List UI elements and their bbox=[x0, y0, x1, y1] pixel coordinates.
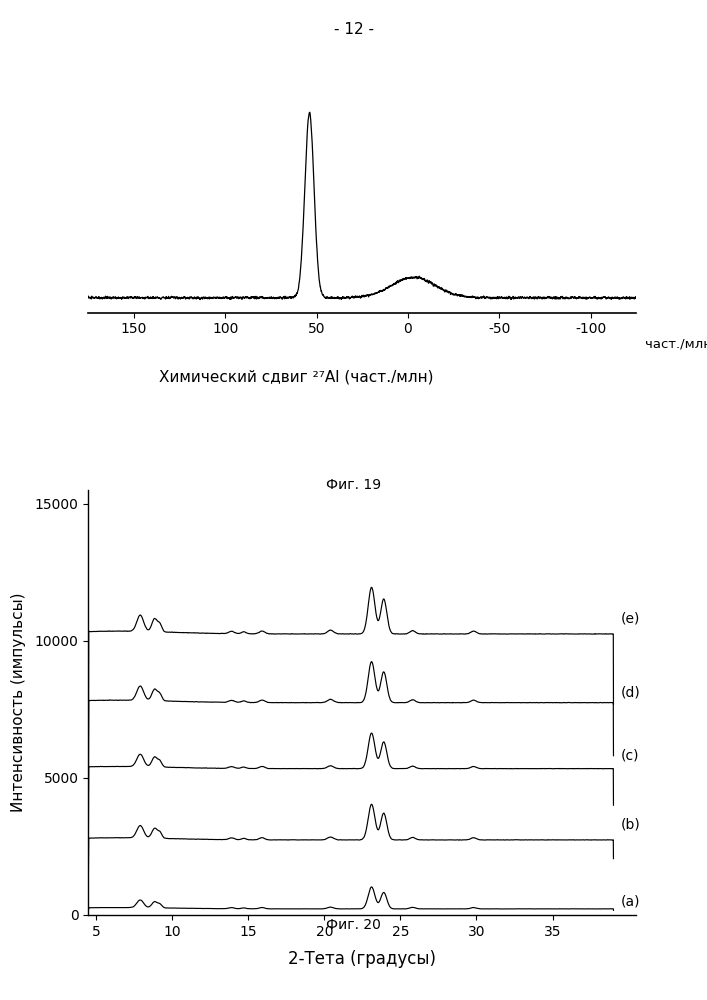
Text: - 12 -: - 12 - bbox=[334, 22, 373, 37]
Text: (c): (c) bbox=[621, 749, 640, 763]
X-axis label: Химический сдвиг ²⁷Al (част./млн): Химический сдвиг ²⁷Al (част./млн) bbox=[159, 369, 434, 384]
X-axis label: 2-Тета (градусы): 2-Тета (градусы) bbox=[288, 950, 436, 968]
Text: Фиг. 19: Фиг. 19 bbox=[326, 478, 381, 492]
Text: (a): (a) bbox=[621, 894, 641, 908]
Text: Фиг. 20: Фиг. 20 bbox=[326, 918, 381, 932]
Text: (d): (d) bbox=[621, 686, 641, 700]
Text: (e): (e) bbox=[621, 612, 641, 626]
Text: част./млн: част./млн bbox=[645, 338, 707, 351]
Y-axis label: Интенсивность (импульсы): Интенсивность (импульсы) bbox=[11, 593, 26, 812]
Text: (b): (b) bbox=[621, 818, 641, 832]
